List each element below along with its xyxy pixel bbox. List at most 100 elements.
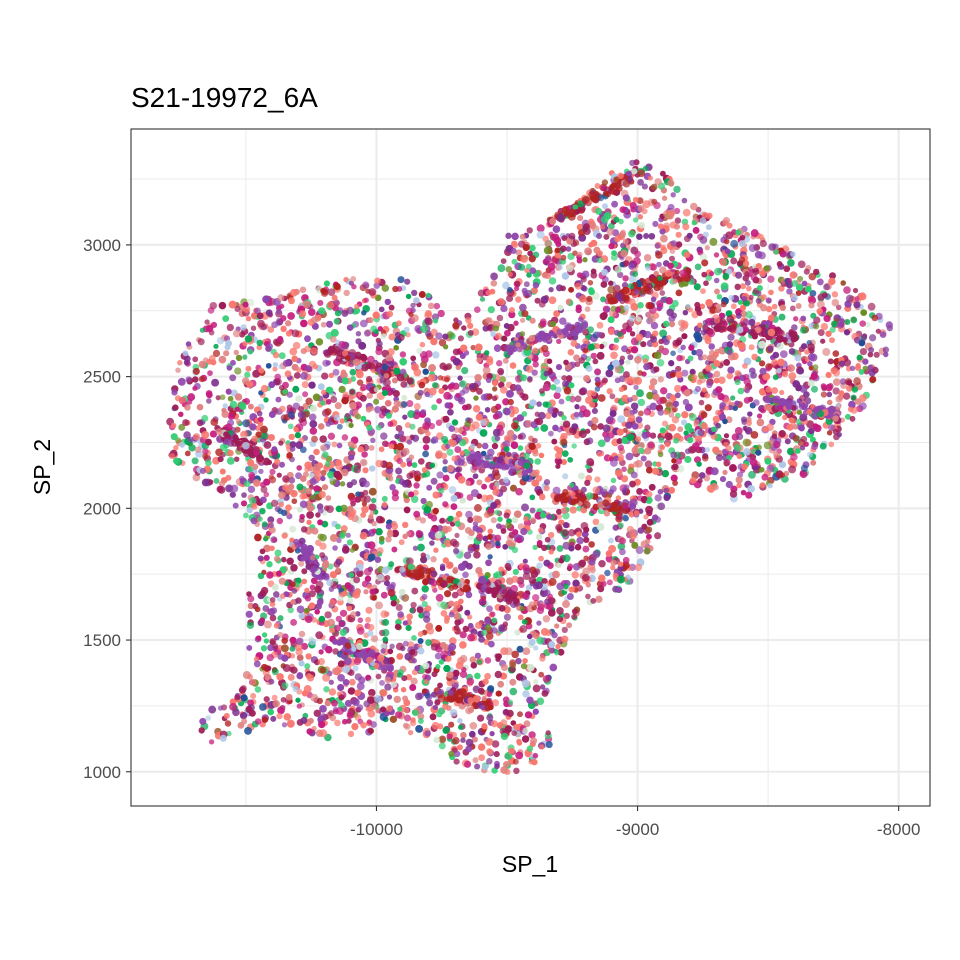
data-point — [289, 636, 297, 644]
data-point — [381, 389, 389, 396]
data-point — [826, 391, 833, 398]
data-point — [755, 449, 762, 456]
data-point — [788, 417, 795, 423]
data-point — [522, 657, 528, 664]
data-point — [689, 476, 697, 484]
data-point — [465, 317, 472, 324]
data-point — [648, 232, 656, 240]
data-point — [240, 500, 248, 507]
data-point — [399, 351, 407, 358]
data-point — [522, 727, 529, 734]
data-point — [368, 405, 375, 412]
data-point — [281, 532, 288, 539]
data-point — [491, 627, 498, 634]
data-point — [295, 472, 302, 480]
data-point — [442, 459, 448, 465]
data-point — [442, 365, 449, 371]
data-point — [398, 430, 405, 437]
data-point — [859, 394, 867, 402]
data-point — [768, 289, 774, 296]
data-point — [520, 374, 528, 382]
data-point — [649, 378, 658, 386]
data-point — [515, 657, 522, 665]
data-point — [412, 545, 419, 551]
data-point — [608, 489, 615, 495]
data-point — [411, 434, 420, 442]
data-point — [502, 543, 509, 550]
data-point — [657, 409, 665, 416]
data-point — [776, 261, 783, 267]
data-point — [192, 433, 201, 441]
data-point — [385, 523, 392, 530]
data-point — [689, 368, 696, 375]
data-point — [250, 325, 257, 331]
data-point — [588, 558, 596, 566]
data-point — [392, 285, 399, 293]
data-point — [406, 461, 413, 467]
data-point — [270, 499, 279, 507]
data-point — [442, 726, 450, 735]
data-point — [445, 561, 454, 570]
data-point — [631, 422, 639, 430]
data-point — [469, 443, 476, 450]
data-point — [421, 472, 427, 478]
data-point — [301, 568, 308, 575]
data-point — [758, 233, 764, 240]
data-point — [510, 441, 519, 450]
data-point — [458, 598, 464, 605]
data-point — [378, 306, 385, 313]
data-point — [442, 501, 449, 508]
data-point — [778, 285, 785, 292]
data-point — [632, 461, 640, 468]
data-point — [556, 426, 563, 433]
data-point — [529, 399, 537, 407]
data-point — [312, 393, 321, 402]
data-point — [327, 432, 336, 440]
data-point — [389, 484, 396, 491]
data-point — [585, 365, 593, 372]
data-point — [341, 718, 348, 725]
data-point — [766, 305, 773, 313]
data-point — [291, 355, 299, 363]
data-point — [595, 595, 603, 603]
data-point — [582, 337, 590, 345]
data-point — [502, 398, 510, 406]
data-point — [385, 354, 394, 362]
data-point — [624, 377, 632, 384]
data-point — [623, 304, 630, 312]
data-point — [170, 433, 178, 441]
data-point — [578, 294, 587, 303]
data-point — [386, 530, 394, 538]
data-point — [324, 700, 331, 707]
data-point — [519, 331, 526, 337]
data-point — [544, 589, 551, 597]
data-point — [387, 420, 394, 428]
data-point — [764, 457, 772, 465]
data-point — [812, 322, 820, 330]
data-point — [286, 452, 293, 459]
data-point — [296, 654, 304, 662]
data-point — [233, 456, 240, 462]
data-point — [408, 491, 415, 498]
data-point — [686, 232, 693, 239]
data-point — [511, 575, 519, 583]
data-point — [556, 544, 564, 552]
data-point — [256, 410, 263, 417]
data-point — [416, 529, 422, 536]
data-point — [807, 353, 816, 361]
data-point — [276, 712, 283, 720]
data-point — [732, 339, 741, 348]
data-point — [642, 358, 649, 365]
data-point — [476, 479, 483, 486]
data-point — [257, 572, 265, 580]
data-point — [519, 303, 527, 312]
data-point — [551, 412, 558, 418]
data-point — [215, 395, 221, 401]
data-point — [367, 688, 376, 697]
data-point — [286, 557, 294, 565]
data-point — [422, 673, 428, 680]
data-point — [767, 483, 773, 489]
data-point — [627, 354, 634, 361]
data-point — [384, 399, 392, 407]
data-point — [290, 288, 298, 297]
